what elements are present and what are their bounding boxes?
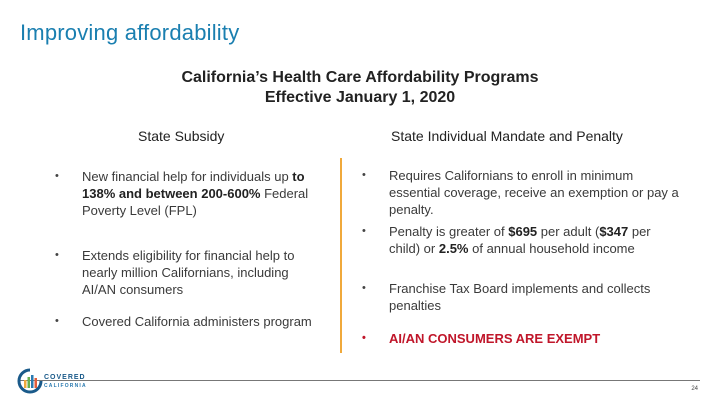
bullet-dot: • — [362, 225, 366, 237]
footer-rule — [20, 380, 700, 381]
bullet-text: per adult ( — [537, 224, 600, 239]
logo-word: COVERED — [44, 374, 86, 381]
covered-california-logo: COVERED CALIFORNIA — [16, 367, 96, 397]
bullet-text: per child) or — [389, 224, 651, 256]
bullet-text: Franchise Tax Board implements and colle… — [389, 281, 651, 313]
page-number: 24 — [691, 386, 698, 392]
slide-title: Improving affordability — [20, 20, 240, 45]
mandate-bullet-3: • Franchise Tax Board implements and col… — [362, 280, 679, 314]
bullet-text: Extends eligibility for financial help t… — [82, 248, 295, 297]
bullet-dot: • — [362, 282, 366, 294]
bullet-text: Covered California administers program — [82, 314, 312, 329]
subsidy-bullet-2: • Extends eligibility for financial help… — [55, 247, 322, 298]
bullet-dot: • — [55, 170, 59, 182]
bullet-dot: • — [362, 169, 366, 181]
subtitle-line-2: Effective January 1, 2020 — [264, 89, 456, 106]
bullet-dot: • — [55, 249, 59, 261]
covered-california-logo-icon — [17, 368, 43, 394]
subsidy-bullet-3: • Covered California administers program — [55, 313, 312, 330]
subtitle-line-1: California’s Health Care Affordability P… — [181, 69, 539, 86]
bullet-text: Requires Californians to enroll in minim… — [389, 168, 679, 217]
penalty-percent: 2.5% — [438, 241, 469, 256]
penalty-child-amount: $347 — [599, 224, 629, 239]
exempt-text: AI/AN CONSUMERS ARE EXEMPT — [389, 331, 601, 346]
bullet-text: of annual household income — [468, 241, 635, 256]
slide-subtitle: California’s Health Care Affordability P… — [0, 68, 720, 108]
logo-subword: CALIFORNIA — [44, 383, 87, 389]
mandate-bullet-4: • AI/AN CONSUMERS ARE EXEMPT — [362, 330, 679, 347]
bullet-dot: • — [55, 315, 59, 327]
bullet-bold-text: to 138% and between 200-600% — [82, 169, 305, 201]
mandate-bullet-2: • Penalty is greater of $695 per adult (… — [362, 223, 679, 257]
state-mandate-heading: State Individual Mandate and Penalty — [391, 128, 623, 144]
penalty-adult-amount: $695 — [508, 224, 538, 239]
bullet-text: Federal Poverty Level (FPL) — [82, 186, 309, 218]
bullet-text: Penalty is greater of — [389, 224, 509, 239]
bullet-dot: • — [362, 332, 366, 344]
subsidy-bullet-1: • New financial help for individuals up … — [55, 168, 322, 219]
bullet-text: New financial help for individuals up — [82, 169, 293, 184]
column-divider — [340, 158, 342, 353]
state-subsidy-heading: State Subsidy — [138, 128, 225, 144]
logo-wordmark: COVERED CALIFORNIA — [44, 374, 87, 390]
mandate-bullet-1: • Requires Californians to enroll in min… — [362, 167, 679, 218]
